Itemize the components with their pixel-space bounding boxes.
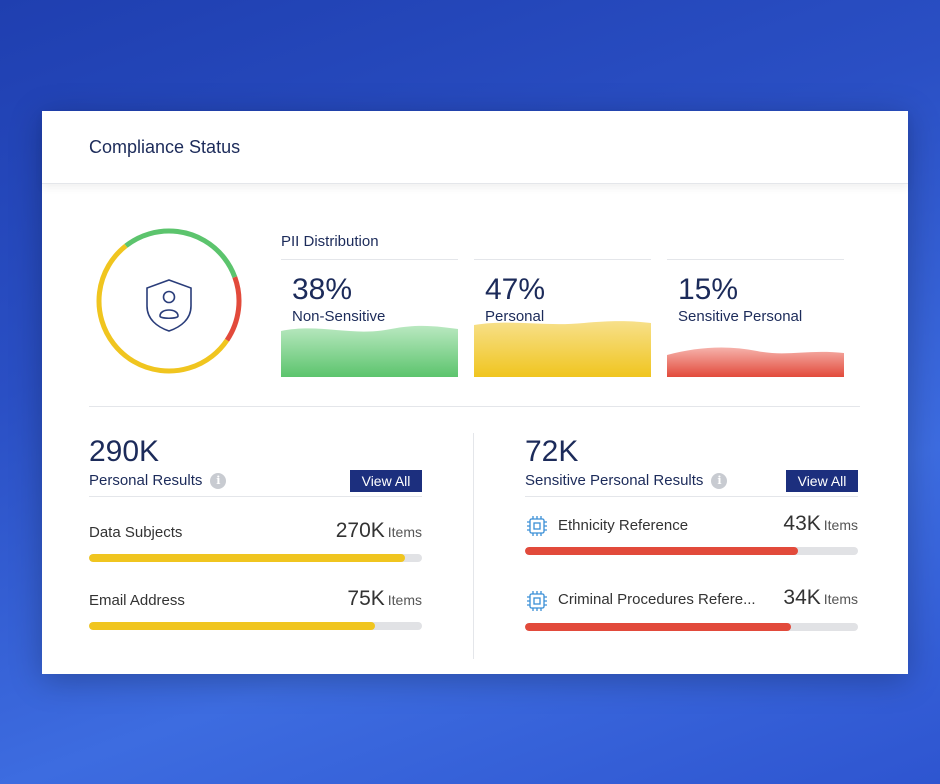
pii-area-green: [281, 325, 458, 377]
item-name: Email Address: [89, 592, 185, 609]
pii-label: Sensitive Personal: [678, 308, 803, 325]
shield-user-icon: [146, 279, 192, 332]
panel-rule: [525, 496, 858, 497]
pii-percent: 47%: [485, 273, 546, 306]
card-title: Compliance Status: [89, 136, 241, 157]
pii-personal: 47% Personal: [474, 259, 651, 377]
item-name: Ethnicity Reference: [558, 517, 689, 534]
list-item[interactable]: Criminal Procedures Refere... 34K Items: [525, 565, 858, 641]
pii-percent: 38%: [292, 273, 353, 306]
item-name: Data Subjects: [89, 524, 183, 541]
list-item[interactable]: Email Address 75K Items: [89, 565, 422, 633]
pii-area-yellow: [474, 321, 651, 377]
section-divider: [89, 406, 860, 407]
personal-total: 290K: [89, 435, 160, 468]
personal-results-panel: 290K Personal Results i View All Data Su…: [89, 433, 422, 633]
sensitive-results-panel: 72K Sensitive Personal Results i View Al…: [525, 433, 858, 641]
sensitive-results-title: Sensitive Personal Results: [525, 472, 704, 489]
personal-view-all-button[interactable]: View All: [350, 470, 422, 492]
column-divider: [473, 433, 474, 659]
pii-label: Non-Sensitive: [292, 308, 386, 325]
item-value: 75K Items: [347, 587, 422, 610]
panel-rule: [89, 496, 422, 497]
chip-icon: [527, 516, 547, 536]
pii-distribution-title: PII Distribution: [281, 233, 379, 250]
compliance-gauge: [96, 228, 242, 374]
pii-percent: 15%: [678, 273, 739, 306]
progress-bar: [525, 547, 858, 555]
progress-fill: [89, 622, 376, 630]
gauge-segment: [96, 228, 242, 374]
pii-label: Personal: [485, 308, 545, 325]
progress-fill: [89, 554, 406, 562]
list-item[interactable]: Ethnicity Reference 43K Items: [525, 497, 858, 565]
item-value: 270K Items: [335, 519, 422, 542]
progress-fill: [525, 547, 799, 555]
pii-area-red: [667, 347, 844, 377]
progress-bar: [89, 554, 422, 562]
card-header: Compliance Status: [42, 111, 908, 184]
item-name: Criminal Procedures Refere...: [558, 591, 756, 608]
item-value: 43K Items: [783, 512, 858, 535]
info-icon[interactable]: i: [210, 472, 227, 489]
progress-bar: [525, 623, 858, 631]
pii-non-sensitive: 38% Non-Sensitive: [281, 259, 458, 377]
info-icon[interactable]: i: [711, 472, 728, 489]
chip-icon: [527, 591, 547, 611]
list-item[interactable]: Data Subjects 270K Items: [89, 497, 422, 565]
progress-fill: [525, 623, 792, 631]
progress-bar: [89, 622, 422, 630]
item-value: 34K Items: [783, 586, 858, 609]
pii-sensitive-personal: 15% Sensitive Personal: [667, 259, 844, 377]
personal-results-title: Personal Results: [89, 472, 203, 489]
sensitive-view-all-button[interactable]: View All: [786, 470, 858, 492]
sensitive-total: 72K: [525, 435, 579, 468]
compliance-card: Compliance Status PII Distribution 38% N…: [42, 111, 908, 674]
